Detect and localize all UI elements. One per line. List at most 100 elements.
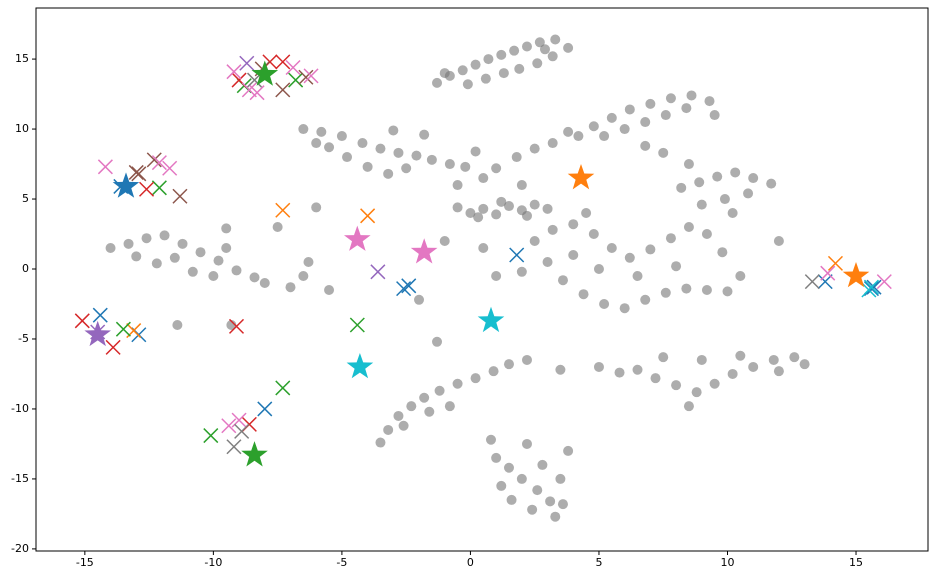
point [439, 68, 450, 79]
x-marker [401, 278, 417, 294]
point [388, 125, 399, 136]
point [159, 230, 170, 241]
point [563, 42, 574, 53]
x-tick-label: -5 [336, 556, 347, 569]
point [557, 275, 568, 286]
x-marker [97, 159, 113, 175]
point [457, 65, 468, 76]
point [375, 437, 386, 448]
point [766, 178, 777, 189]
point [177, 238, 188, 249]
point [470, 373, 481, 384]
point [748, 361, 759, 372]
x-marker [151, 155, 167, 171]
point [105, 243, 116, 254]
x-marker [876, 274, 892, 290]
point [632, 271, 643, 282]
point [683, 159, 694, 170]
x-marker [275, 54, 291, 70]
x-marker [396, 281, 412, 297]
point [485, 434, 496, 445]
point [537, 459, 548, 470]
point [650, 373, 661, 384]
point [624, 104, 635, 115]
point [503, 462, 514, 473]
point [357, 138, 368, 149]
point [478, 173, 489, 184]
point [547, 138, 558, 149]
point [208, 271, 219, 282]
star-marker [241, 441, 268, 467]
x-marker [509, 247, 525, 263]
point [606, 243, 617, 254]
x-marker [131, 166, 147, 182]
point [539, 44, 550, 55]
point [599, 298, 610, 309]
x-marker [151, 180, 167, 196]
x-marker [128, 164, 144, 180]
point [452, 202, 463, 213]
point [272, 222, 283, 233]
point [432, 77, 443, 88]
x-marker [105, 339, 121, 355]
point [195, 247, 206, 258]
star-marker [344, 225, 371, 251]
point [478, 243, 489, 254]
point [665, 233, 676, 244]
x-marker [288, 72, 304, 88]
point [516, 266, 527, 277]
point [619, 303, 630, 314]
point [221, 243, 232, 254]
point [799, 359, 810, 370]
x-marker [349, 317, 365, 333]
x-marker [139, 181, 155, 197]
y-tick-label: 5 [22, 192, 29, 205]
x-marker [827, 255, 843, 271]
point [509, 45, 520, 56]
point [719, 194, 730, 205]
point [563, 126, 574, 137]
point [696, 199, 707, 210]
star-marker [84, 320, 111, 347]
point [503, 201, 514, 212]
point [226, 319, 237, 330]
point [550, 34, 561, 45]
point [645, 244, 656, 255]
x-marker [370, 264, 386, 280]
point [521, 354, 532, 365]
point [709, 378, 720, 389]
x-marker [162, 160, 178, 176]
point [658, 352, 669, 363]
point [503, 359, 514, 370]
point [619, 124, 630, 135]
y-tick-label: -10 [11, 402, 29, 415]
point [681, 283, 692, 294]
x-marker [239, 55, 255, 71]
point [691, 387, 702, 398]
point [478, 203, 489, 214]
point [671, 380, 682, 391]
point [303, 257, 314, 268]
x-tick-label: 10 [720, 556, 734, 569]
y-tick-label: -15 [11, 472, 29, 485]
point [529, 143, 540, 154]
point [606, 112, 617, 123]
point [462, 79, 473, 90]
x-marker [866, 279, 882, 295]
x-marker [804, 274, 820, 290]
point [470, 146, 481, 157]
point [491, 271, 502, 282]
point [172, 319, 183, 330]
point [316, 126, 327, 137]
star-marker [410, 238, 438, 264]
point [573, 131, 584, 142]
point [660, 287, 671, 298]
point [488, 366, 499, 377]
point [527, 504, 538, 515]
point [686, 90, 697, 101]
point [624, 252, 635, 263]
x-tick-label: -10 [204, 556, 222, 569]
y-tick-label: 10 [15, 122, 29, 135]
point [336, 131, 347, 142]
